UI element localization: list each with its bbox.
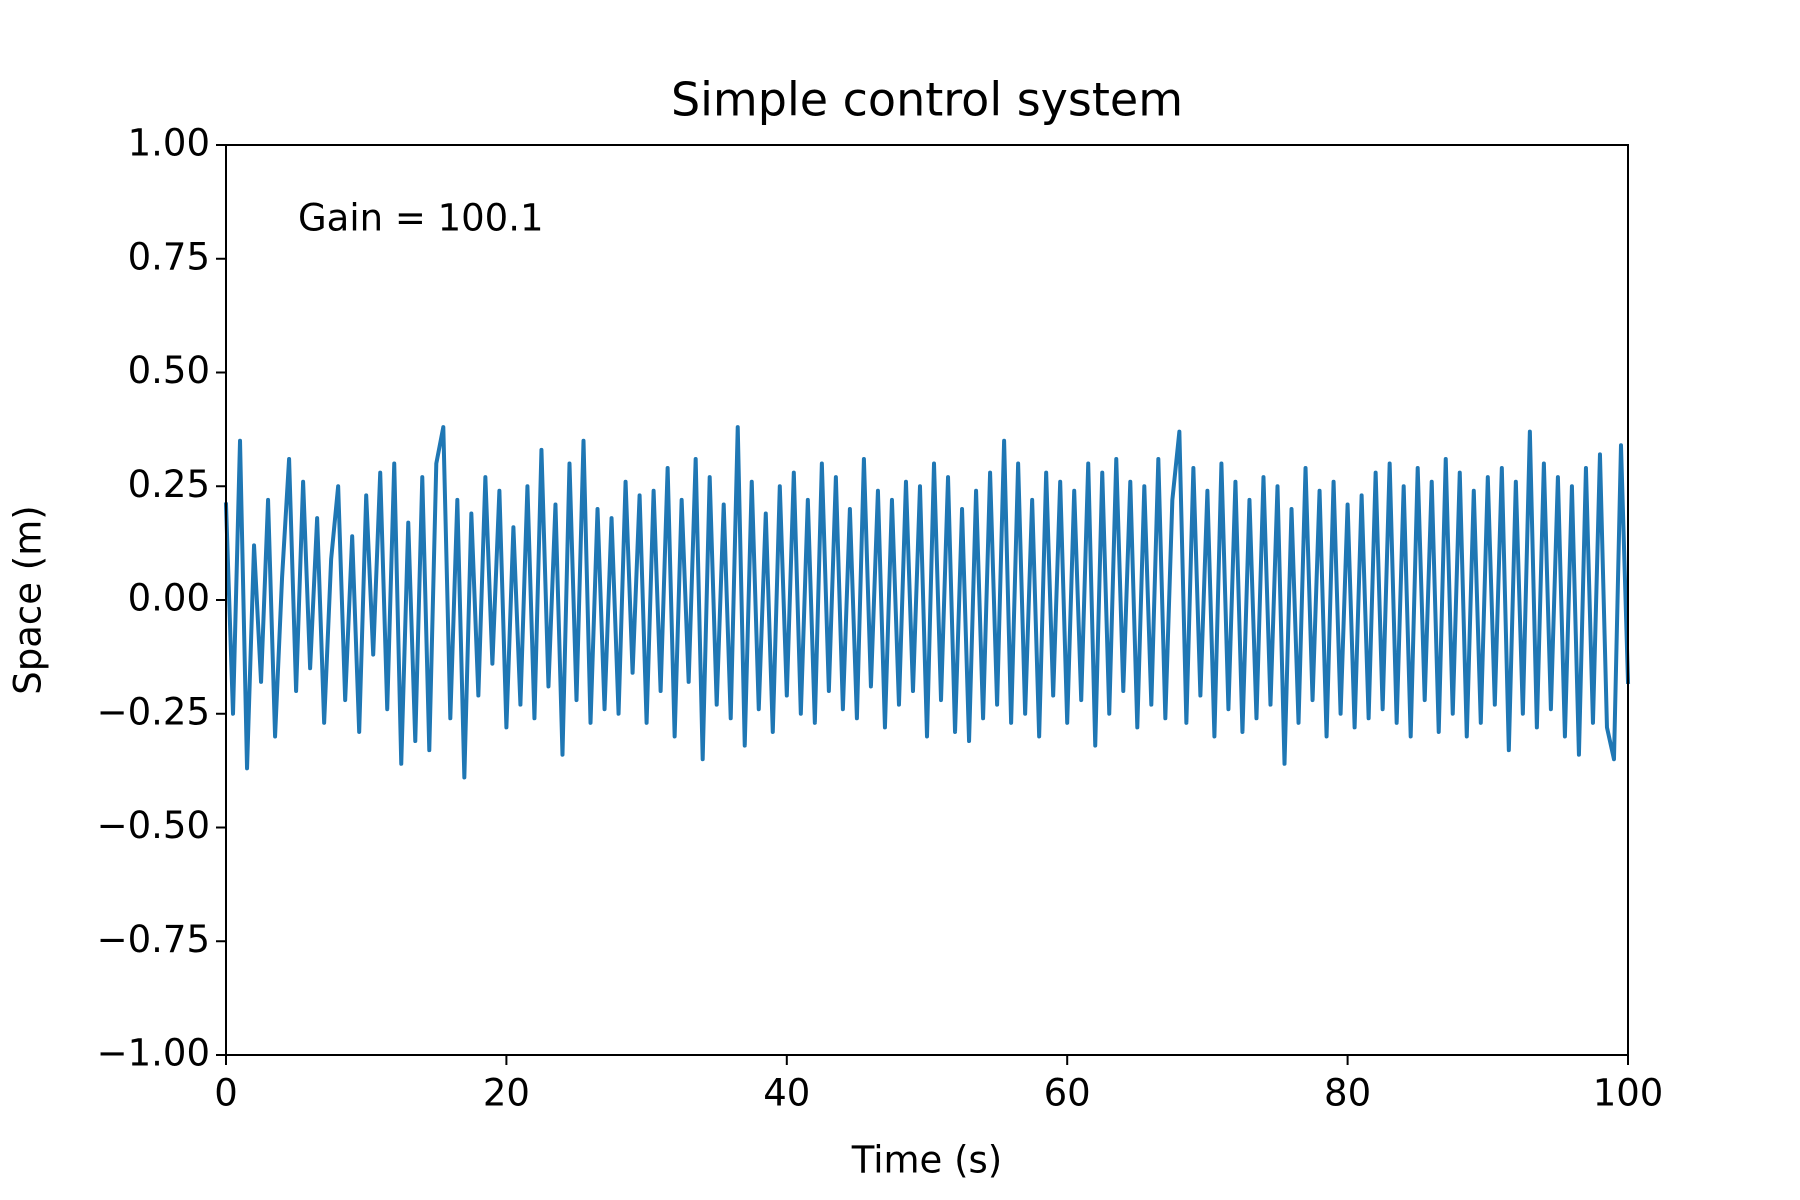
plot-frame [225, 144, 1629, 1056]
annotation: Gain = 100.1 [298, 197, 544, 240]
x-tick-label: 80 [1324, 1072, 1371, 1115]
y-tick-label: −1.00 [97, 1032, 210, 1075]
series-line [223, 425, 1631, 780]
y-tick-label: −0.25 [97, 690, 210, 733]
y-tick-label: −0.50 [97, 804, 210, 847]
y-tick-label: 0.25 [128, 463, 210, 506]
x-tick-label: 60 [1044, 1072, 1091, 1115]
x-tick-label: 0 [214, 1072, 238, 1115]
x-axis-label: Time (s) [851, 1139, 1002, 1182]
y-tick-label: 0.00 [128, 577, 210, 620]
y-tick-label: 0.50 [128, 349, 210, 392]
y-tick-label: 0.75 [128, 235, 210, 278]
x-tick-label: 100 [1593, 1072, 1664, 1115]
y-tick-label: 1.00 [128, 122, 210, 165]
y-axis-label: Space (m) [7, 505, 50, 694]
chart-title: Simple control system [671, 73, 1183, 127]
y-tick-label: −0.75 [97, 918, 210, 961]
x-tick-label: 20 [483, 1072, 530, 1115]
x-tick-label: 40 [763, 1072, 810, 1115]
